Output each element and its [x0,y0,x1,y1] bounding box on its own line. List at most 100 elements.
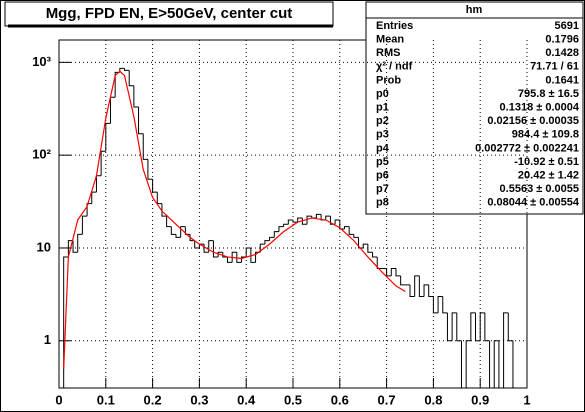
histogram-bin [124,68,130,71]
histogram-bin [152,179,158,193]
stats-label: p4 [376,142,390,154]
histogram-bin [81,215,88,235]
histogram-bin [250,247,256,263]
histogram-bin [161,203,167,217]
stats-label: p8 [376,197,389,209]
x-tick-label: 0.9 [471,392,489,407]
histogram-bin [86,203,92,217]
histogram-bin [100,150,106,176]
histogram-bin [175,234,181,238]
x-tick-label: 0.4 [237,392,256,407]
stats-value: 71.71 / 61 [530,61,579,73]
histogram-bin [278,226,284,232]
histogram-bin [63,256,69,388]
y-tick-label: 10³ [32,54,51,69]
histogram-bin [306,215,312,225]
histogram-bin [432,296,439,314]
histogram-bin [226,256,233,263]
histogram-bin [503,312,509,388]
stats-value: 0.002772 ± 0.002241 [475,142,579,154]
histogram-bin [475,312,481,342]
stats-value: 0.02156 ± 0.00035 [487,115,579,127]
histogram-bin [142,133,148,160]
histogram-bin [465,340,471,388]
stats-label: RMS [376,47,400,59]
histogram-bin [456,312,462,342]
stats-value: 0.1318 ± 0.0004 [500,102,580,114]
stats-value: 984.4 ± 109.8 [512,129,579,141]
histogram-bin [231,251,237,263]
x-tick-label: 0.2 [144,392,162,407]
stats-label: χ² / ndf [376,61,413,73]
histogram-bin [395,268,401,277]
histogram-bin [325,215,331,221]
histogram-bin [484,312,490,342]
histogram-bin [147,159,153,180]
histogram-bin [372,252,378,258]
histogram-bin [212,240,219,258]
histogram-bin [133,85,139,108]
x-tick-label: 1 [523,392,530,407]
histogram-bin [259,243,265,253]
histogram-bin [489,340,495,389]
histogram-bin [77,233,83,253]
histogram-bin [409,284,415,298]
histogram-bin [184,226,191,235]
stats-label: p1 [376,102,389,114]
histogram-bin [353,234,359,238]
histogram-bin [376,256,382,270]
stats-value: 0.08044 ± 0.00554 [487,197,580,209]
y-tick-label: 1 [44,332,51,347]
stats-label: p6 [376,170,389,182]
y-tick-label: 10 [37,239,51,254]
stats-label: Entries [376,20,413,32]
histogram-bin [479,312,485,341]
x-tick-label: 0.1 [97,392,115,407]
histogram-bin [507,312,513,342]
stats-label: p2 [376,115,389,127]
stats-label: Mean [376,34,404,46]
histogram-bin [166,216,172,228]
histogram-bin [217,251,223,257]
histogram-bin [208,240,214,253]
histogram-bin [423,284,429,297]
y-tick-label: 10² [32,147,51,162]
stats-title: hm [466,4,483,16]
histogram-bin [512,340,518,389]
histogram-bin [460,340,467,389]
histogram-bin [128,70,134,87]
stats-label: p3 [376,129,389,141]
histogram-bin [428,284,434,298]
x-tick-label: 0.8 [424,392,442,407]
stats-value: 20.42 ± 1.42 [518,170,579,182]
histogram-bin [362,243,368,248]
histogram-bin [264,240,270,245]
histogram-bin [470,312,476,341]
histogram-bin [339,220,345,230]
stats-label: p5 [376,156,389,168]
histogram-bin [437,296,443,313]
stats-label: p7 [376,183,389,195]
histogram-bin [241,256,247,263]
histogram-bin [358,237,364,249]
stats-label: Prob [376,74,401,86]
histogram-bin [367,244,373,253]
histogram-bin [287,219,293,225]
stats-value: -10.92 ± 0.51 [514,156,579,168]
x-tick-label: 0 [55,392,62,407]
histogram-bin [273,231,279,238]
histogram-bin [105,122,111,152]
stats-value: 795.8 ± 16.5 [518,88,579,100]
histogram-bin [442,296,448,314]
histogram-bin [418,275,425,298]
chart-title: Mgg, FPD EN, E>50GeV, center cut [46,5,293,22]
histogram-bin [180,226,186,238]
stats-value: 0.1641 [545,74,579,86]
x-tick-label: 0.6 [331,392,349,407]
histogram-bin [334,219,340,225]
stats-value: 0.1428 [545,47,579,59]
fit-curve [63,70,406,369]
histogram-bin [348,226,354,235]
histogram-bin [498,340,504,389]
